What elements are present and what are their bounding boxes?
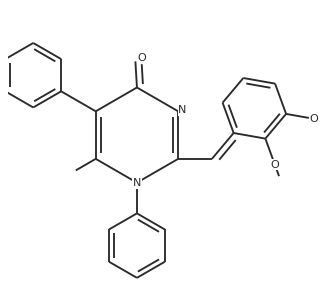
Text: N: N (133, 178, 141, 188)
Text: O: O (310, 114, 318, 124)
Text: O: O (271, 160, 279, 169)
Text: O: O (137, 53, 146, 63)
Text: N: N (178, 105, 187, 115)
